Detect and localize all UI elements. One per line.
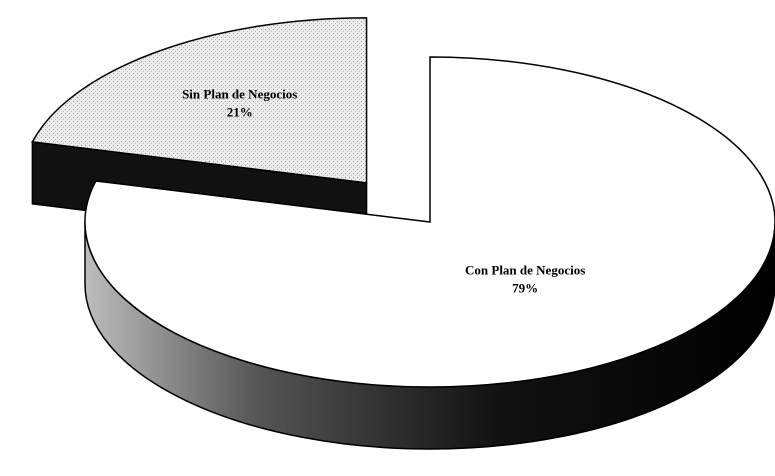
pie-slice xyxy=(84,56,775,388)
slice-label: Sin Plan de Negocios xyxy=(182,87,297,102)
slice-value-label: 79% xyxy=(512,281,538,296)
slice-value-label: 21% xyxy=(227,105,253,120)
slice-label: Con Plan de Negocios xyxy=(465,263,585,278)
pie-slice xyxy=(31,17,368,184)
